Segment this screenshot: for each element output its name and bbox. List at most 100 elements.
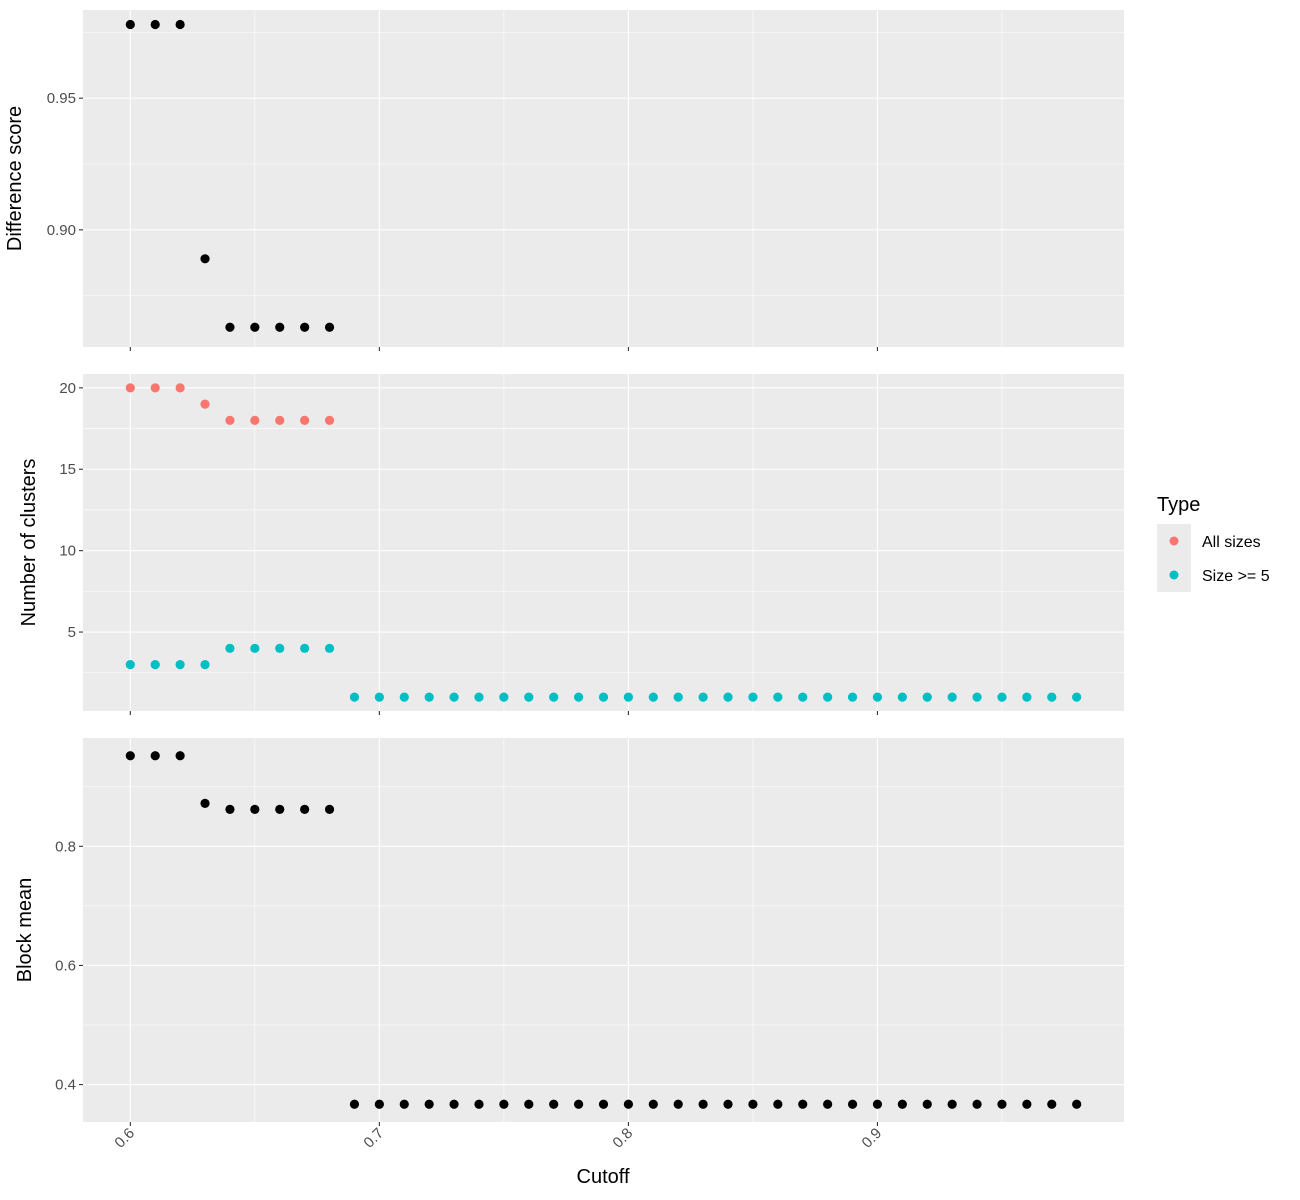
data-point <box>499 1099 509 1109</box>
data-point <box>399 1099 409 1109</box>
y-tick-label: 5 <box>68 624 76 641</box>
data-point <box>798 1099 808 1109</box>
point-size-ge-5 <box>972 692 982 702</box>
data-point <box>200 254 210 264</box>
panel-points <box>125 751 1082 1109</box>
y-axis: 0.4 0.6 0.8 <box>55 838 83 1094</box>
data-point <box>300 322 310 332</box>
data-point <box>349 1099 360 1109</box>
point-all-sizes <box>300 415 310 425</box>
data-point <box>250 804 260 814</box>
point-size-ge-5 <box>524 692 534 702</box>
point-size-ge-5 <box>399 692 409 702</box>
data-point <box>275 322 285 332</box>
panel-points <box>125 383 1082 702</box>
y-axis-title: Block mean <box>14 878 36 983</box>
panel-background <box>83 738 1124 1122</box>
point-size-ge-5 <box>698 692 708 702</box>
data-point <box>947 1099 957 1109</box>
point-size-ge-5 <box>872 692 883 702</box>
panel-grid <box>83 10 1124 347</box>
point-size-ge-5 <box>150 660 160 670</box>
data-point <box>1047 1099 1057 1109</box>
point-all-sizes <box>275 415 285 425</box>
y-tick-label: 0.95 <box>47 90 76 107</box>
data-point <box>1072 1099 1082 1109</box>
point-all-sizes <box>200 399 210 409</box>
x-axis-ticks <box>129 711 878 715</box>
data-point <box>972 1099 982 1109</box>
data-point <box>250 322 260 332</box>
data-point <box>623 1099 634 1109</box>
data-point <box>723 1099 733 1109</box>
y-axis-title: Difference score <box>4 106 26 251</box>
point-all-sizes <box>324 415 335 425</box>
panel-number-of-clusters: 5 10 15 20 Number of clusters <box>18 374 1124 715</box>
legend: Type All sizes Size >= 5 <box>1157 494 1270 592</box>
point-size-ge-5 <box>549 692 559 702</box>
data-point <box>1022 1099 1032 1109</box>
panel-block-mean: 0.40.60.8 0.6 0.7 0.8 0.9 Block mean <box>14 738 1124 1152</box>
legend-label-all-sizes: All sizes <box>1202 534 1261 551</box>
point-size-ge-5 <box>449 692 459 702</box>
data-point <box>598 1099 609 1109</box>
data-point <box>524 1099 534 1109</box>
panel-points <box>125 19 335 332</box>
data-point <box>424 1099 434 1109</box>
point-all-sizes <box>175 383 185 393</box>
point-all-sizes <box>150 383 160 393</box>
point-size-ge-5 <box>275 643 285 653</box>
panel-difference-score: 0.90 0.95 Difference score <box>4 10 1124 351</box>
y-tick-label: 0.8 <box>55 838 76 855</box>
legend-item-all-sizes: All sizes <box>1157 524 1261 558</box>
point-size-ge-5 <box>897 692 907 702</box>
data-point <box>175 19 185 30</box>
point-size-ge-5 <box>1072 692 1082 702</box>
point-size-ge-5 <box>250 643 260 653</box>
point-size-ge-5 <box>474 692 484 702</box>
data-point <box>150 751 160 761</box>
x-axis-ticks <box>129 347 878 351</box>
point-size-ge-5 <box>499 692 509 702</box>
point-size-ge-5 <box>1022 692 1032 702</box>
legend-label-size-ge-5: Size >= 5 <box>1202 568 1270 585</box>
point-size-ge-5 <box>673 692 683 702</box>
point-size-ge-5 <box>922 692 932 702</box>
y-tick-label: 15 <box>59 461 76 478</box>
point-size-ge-5 <box>424 692 434 702</box>
x-axis-title: Cutoff <box>577 1166 630 1188</box>
point-size-ge-5 <box>748 692 758 702</box>
point-size-ge-5 <box>300 643 310 653</box>
data-point <box>549 1099 559 1109</box>
y-tick-label: 0.90 <box>47 222 76 239</box>
point-size-ge-5 <box>349 692 360 702</box>
point-size-ge-5 <box>1047 692 1057 702</box>
data-point <box>922 1099 932 1109</box>
legend-key-size-ge-5 <box>1169 570 1179 580</box>
point-size-ge-5 <box>324 643 335 653</box>
data-point <box>125 19 135 30</box>
legend-title: Type <box>1157 494 1200 516</box>
data-point <box>125 751 135 761</box>
point-size-ge-5 <box>125 660 135 670</box>
data-point <box>573 1099 584 1109</box>
point-size-ge-5 <box>225 643 235 653</box>
data-point <box>648 1099 658 1109</box>
data-point <box>374 1099 384 1109</box>
data-point <box>847 1099 858 1109</box>
panel-grid <box>83 738 1124 1122</box>
point-size-ge-5 <box>623 692 634 702</box>
point-size-ge-5 <box>374 692 384 702</box>
legend-item-size-ge-5: Size >= 5 <box>1157 558 1270 592</box>
data-point <box>275 804 285 814</box>
point-size-ge-5 <box>773 692 783 702</box>
point-size-ge-5 <box>947 692 957 702</box>
data-point <box>823 1099 833 1109</box>
data-point <box>897 1099 907 1109</box>
point-size-ge-5 <box>200 660 210 670</box>
point-size-ge-5 <box>723 692 733 702</box>
point-size-ge-5 <box>997 692 1007 702</box>
y-tick-label: 0.6 <box>55 957 76 974</box>
data-point <box>698 1099 708 1109</box>
